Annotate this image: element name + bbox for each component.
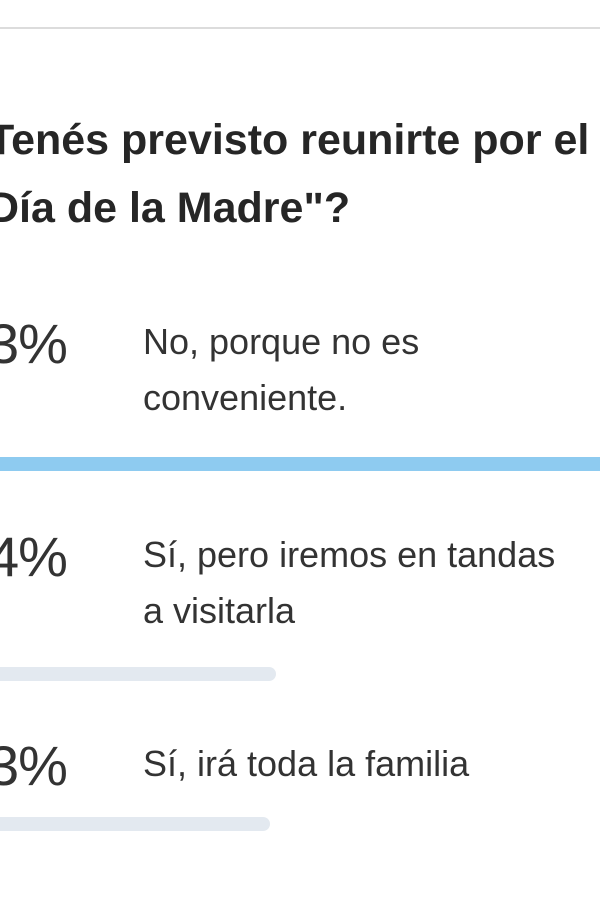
- poll-option-2[interactable]: 4% Sí, pero iremos en tandas a visitarla: [0, 525, 600, 695]
- poll-option-1[interactable]: 3% No, porque no es conveniente.: [0, 312, 600, 482]
- poll-question: Tenés previsto reunirte por el Día de la…: [0, 106, 600, 242]
- option-2-percent: 4%: [0, 525, 68, 588]
- option-1-label-line-2: conveniente.: [143, 377, 348, 418]
- option-3-label-line-1: Sí, irá toda la familia: [143, 743, 470, 784]
- poll-question-line-1: Tenés previsto reunirte por el: [0, 116, 590, 164]
- option-1-percent: 3%: [0, 312, 68, 375]
- option-3-result-bar: [0, 817, 600, 831]
- poll-option-3[interactable]: 3% Sí, irá toda la familia: [0, 734, 600, 844]
- option-3-percent: 3%: [0, 734, 68, 797]
- option-2-result-bar: [0, 667, 600, 681]
- poll-question-line-2: Día de la Madre"?: [0, 184, 351, 232]
- option-2-label-line-2: a visitarla: [143, 590, 296, 631]
- top-divider: [0, 27, 600, 29]
- option-1-label: No, porque no es conveniente.: [143, 314, 593, 426]
- option-1-result-bar: [0, 457, 600, 471]
- option-3-label: Sí, irá toda la familia: [143, 736, 593, 792]
- option-2-label: Sí, pero iremos en tandas a visitarla: [143, 527, 593, 639]
- option-2-label-line-1: Sí, pero iremos en tandas: [143, 534, 556, 575]
- option-3-bar-fill: [0, 817, 270, 831]
- option-1-label-line-1: No, porque no es: [143, 321, 420, 362]
- option-2-bar-fill: [0, 667, 276, 681]
- option-1-bar-fill: [0, 457, 600, 471]
